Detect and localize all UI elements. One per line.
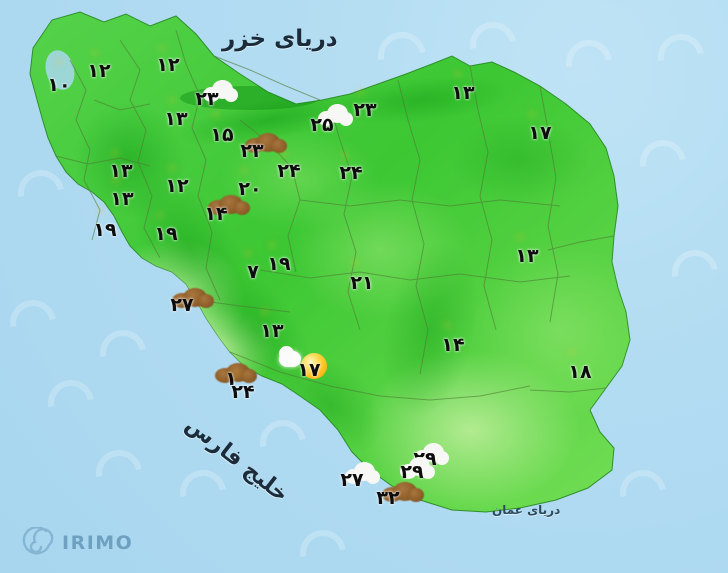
temperature-label: ۱۴ bbox=[204, 203, 228, 225]
temperature-label: ۲۹ bbox=[400, 461, 424, 483]
temperature-label: ۲۷ bbox=[170, 294, 194, 316]
temperature-label: ۲۳ bbox=[195, 88, 219, 110]
temperature-label: ۱۸ bbox=[568, 361, 592, 383]
temperature-label: ۲۳ bbox=[353, 99, 377, 121]
temperature-label: ۲۳ bbox=[240, 140, 264, 162]
spiral-icon bbox=[22, 526, 54, 559]
temperature-label: ۱۳ bbox=[451, 82, 475, 104]
province-borders bbox=[55, 29, 615, 401]
temperature-label: ۱۷ bbox=[528, 122, 552, 144]
temperature-label: ۱۳ bbox=[260, 320, 284, 342]
temperature-label: ۲۰ bbox=[238, 178, 262, 200]
temperature-label: ۱۴ bbox=[441, 334, 465, 356]
temperature-label: ۱۰ bbox=[47, 74, 71, 96]
temperature-label: ۲۷ bbox=[340, 469, 364, 491]
temperature-label: ۱۳ bbox=[515, 245, 539, 267]
temperature-label: ۱۹ bbox=[93, 219, 117, 241]
temperature-label: ۲۴ bbox=[277, 160, 301, 182]
temperature-label: ۱۲ bbox=[87, 60, 111, 82]
irimo-logo: IRIMO bbox=[22, 526, 134, 559]
temperature-label: ۱۷ bbox=[297, 359, 321, 381]
irimo-logo-text: IRIMO bbox=[62, 532, 134, 554]
temperature-label: ۱۳ bbox=[164, 108, 188, 130]
temperature-label: ۱۹ bbox=[267, 253, 291, 275]
temperature-label: ۱۲ bbox=[165, 175, 189, 197]
temperature-label: ۲۴ bbox=[231, 381, 255, 403]
temperature-label: ۲۱ bbox=[350, 272, 374, 294]
temperature-label: ۱۹ bbox=[154, 223, 178, 245]
temperature-label: ۱ bbox=[225, 368, 237, 390]
temperature-label: ۱۵ bbox=[210, 124, 234, 146]
temperature-label: ۷ bbox=[247, 261, 259, 283]
temperature-label: ۱۳ bbox=[109, 160, 133, 182]
temperature-label: ۲۵ bbox=[310, 114, 334, 136]
temperature-label: ۳۲ bbox=[376, 487, 400, 509]
temperature-label: ۱۳ bbox=[110, 188, 134, 210]
temperature-label: ۲۴ bbox=[339, 162, 363, 184]
temperature-label: ۱۲ bbox=[156, 54, 180, 76]
